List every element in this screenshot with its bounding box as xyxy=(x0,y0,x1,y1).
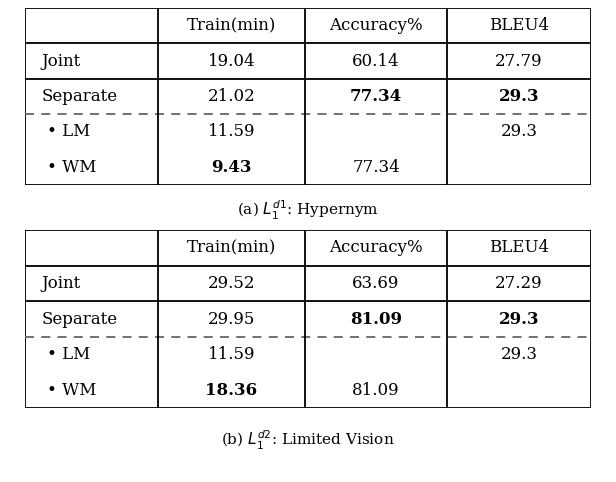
Text: Joint: Joint xyxy=(42,275,81,292)
Text: (b) $L_1^{d2}$: Limited Vision: (b) $L_1^{d2}$: Limited Vision xyxy=(221,428,395,452)
Text: 11.59: 11.59 xyxy=(208,123,255,140)
Text: • LM: • LM xyxy=(47,123,91,140)
Text: 77.34: 77.34 xyxy=(350,88,402,105)
Text: 18.36: 18.36 xyxy=(205,382,257,399)
Text: 11.59: 11.59 xyxy=(208,346,255,363)
Text: 29.3: 29.3 xyxy=(501,123,538,140)
Text: 27.29: 27.29 xyxy=(495,275,543,292)
Text: • WM: • WM xyxy=(47,382,97,399)
Text: Accuracy%: Accuracy% xyxy=(329,239,423,256)
Text: 29.3: 29.3 xyxy=(499,88,540,105)
Text: 9.43: 9.43 xyxy=(211,159,252,176)
Text: 77.34: 77.34 xyxy=(352,159,400,176)
Text: (a) $L_1^{d1}$: Hypernym: (a) $L_1^{d1}$: Hypernym xyxy=(237,199,379,222)
Text: 19.04: 19.04 xyxy=(208,53,255,69)
Text: 29.52: 29.52 xyxy=(208,275,255,292)
Text: 29.95: 29.95 xyxy=(208,310,255,327)
Text: BLEU4: BLEU4 xyxy=(489,239,549,256)
Text: Train(min): Train(min) xyxy=(187,239,276,256)
Text: Separate: Separate xyxy=(42,88,118,105)
Text: Accuracy%: Accuracy% xyxy=(329,17,423,34)
Text: 81.09: 81.09 xyxy=(352,382,400,399)
Text: 29.3: 29.3 xyxy=(501,346,538,363)
Text: • WM: • WM xyxy=(47,159,97,176)
Text: 29.3: 29.3 xyxy=(499,310,540,327)
Text: 27.79: 27.79 xyxy=(495,53,543,69)
Text: BLEU4: BLEU4 xyxy=(489,17,549,34)
Text: 63.69: 63.69 xyxy=(352,275,400,292)
Text: Train(min): Train(min) xyxy=(187,17,276,34)
Text: 21.02: 21.02 xyxy=(208,88,256,105)
Text: • LM: • LM xyxy=(47,346,91,363)
Text: 81.09: 81.09 xyxy=(350,310,402,327)
Text: Joint: Joint xyxy=(42,53,81,69)
Text: 60.14: 60.14 xyxy=(352,53,400,69)
Text: Separate: Separate xyxy=(42,310,118,327)
